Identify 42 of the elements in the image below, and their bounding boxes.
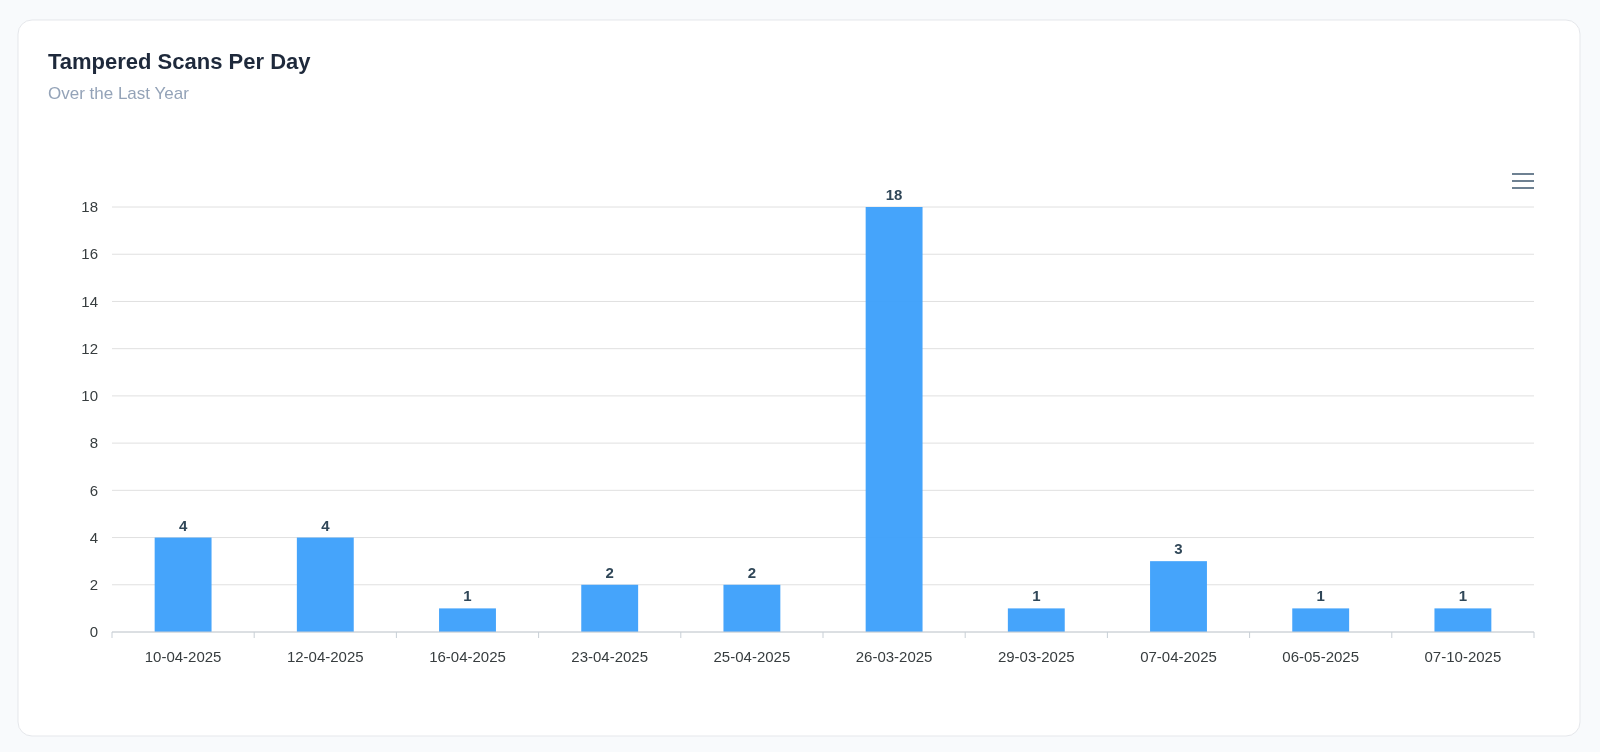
y-tick-label: 14 (81, 292, 98, 310)
x-tick-label: 10-04-2025 (144, 648, 222, 665)
y-tick-label: 4 (89, 528, 98, 546)
bar (1150, 561, 1207, 632)
x-tick-label: 07-10-2025 (1424, 648, 1502, 665)
data-label: 2 (605, 563, 614, 581)
data-label: 1 (1032, 587, 1041, 605)
data-label: 4 (321, 516, 331, 534)
x-tick-label: 16-04-2025 (429, 648, 506, 665)
data-label: 1 (1458, 587, 1468, 605)
x-tick-label: 07-04-2025 (1140, 648, 1217, 665)
bar (154, 537, 212, 632)
y-tick-label: 16 (81, 245, 98, 263)
data-label: 2 (747, 563, 757, 581)
y-tick-label: 18 (81, 198, 98, 216)
y-tick-label: 12 (81, 339, 98, 357)
x-tick-label: 29-03-2025 (997, 648, 1075, 665)
data-label: 3 (1174, 540, 1183, 558)
bar (439, 608, 496, 632)
bar (1434, 608, 1492, 632)
y-tick-label: 8 (89, 434, 98, 452)
x-tick-label: 06-05-2025 (1282, 648, 1360, 665)
bar (723, 584, 781, 632)
chart-title: Tampered Scans Per Day (48, 49, 312, 74)
x-tick-label: 23-04-2025 (571, 648, 649, 665)
bar (1007, 608, 1065, 632)
bar (581, 584, 639, 632)
chart-subtitle: Over the Last Year (48, 84, 190, 103)
y-tick-label: 0 (89, 623, 98, 641)
y-tick-label: 2 (89, 576, 98, 594)
x-tick-label: 26-03-2025 (855, 648, 933, 665)
x-tick-label: 25-04-2025 (713, 648, 791, 665)
bar (296, 537, 354, 632)
bar (865, 207, 923, 632)
bar (1292, 608, 1350, 632)
data-label: 1 (463, 587, 472, 605)
data-label: 18 (885, 186, 903, 203)
y-tick-label: 10 (81, 387, 98, 405)
y-tick-label: 6 (89, 481, 98, 499)
x-tick-label: 12-04-2025 (286, 648, 364, 665)
data-label: 4 (178, 516, 188, 534)
data-label: 1 (1316, 587, 1325, 605)
